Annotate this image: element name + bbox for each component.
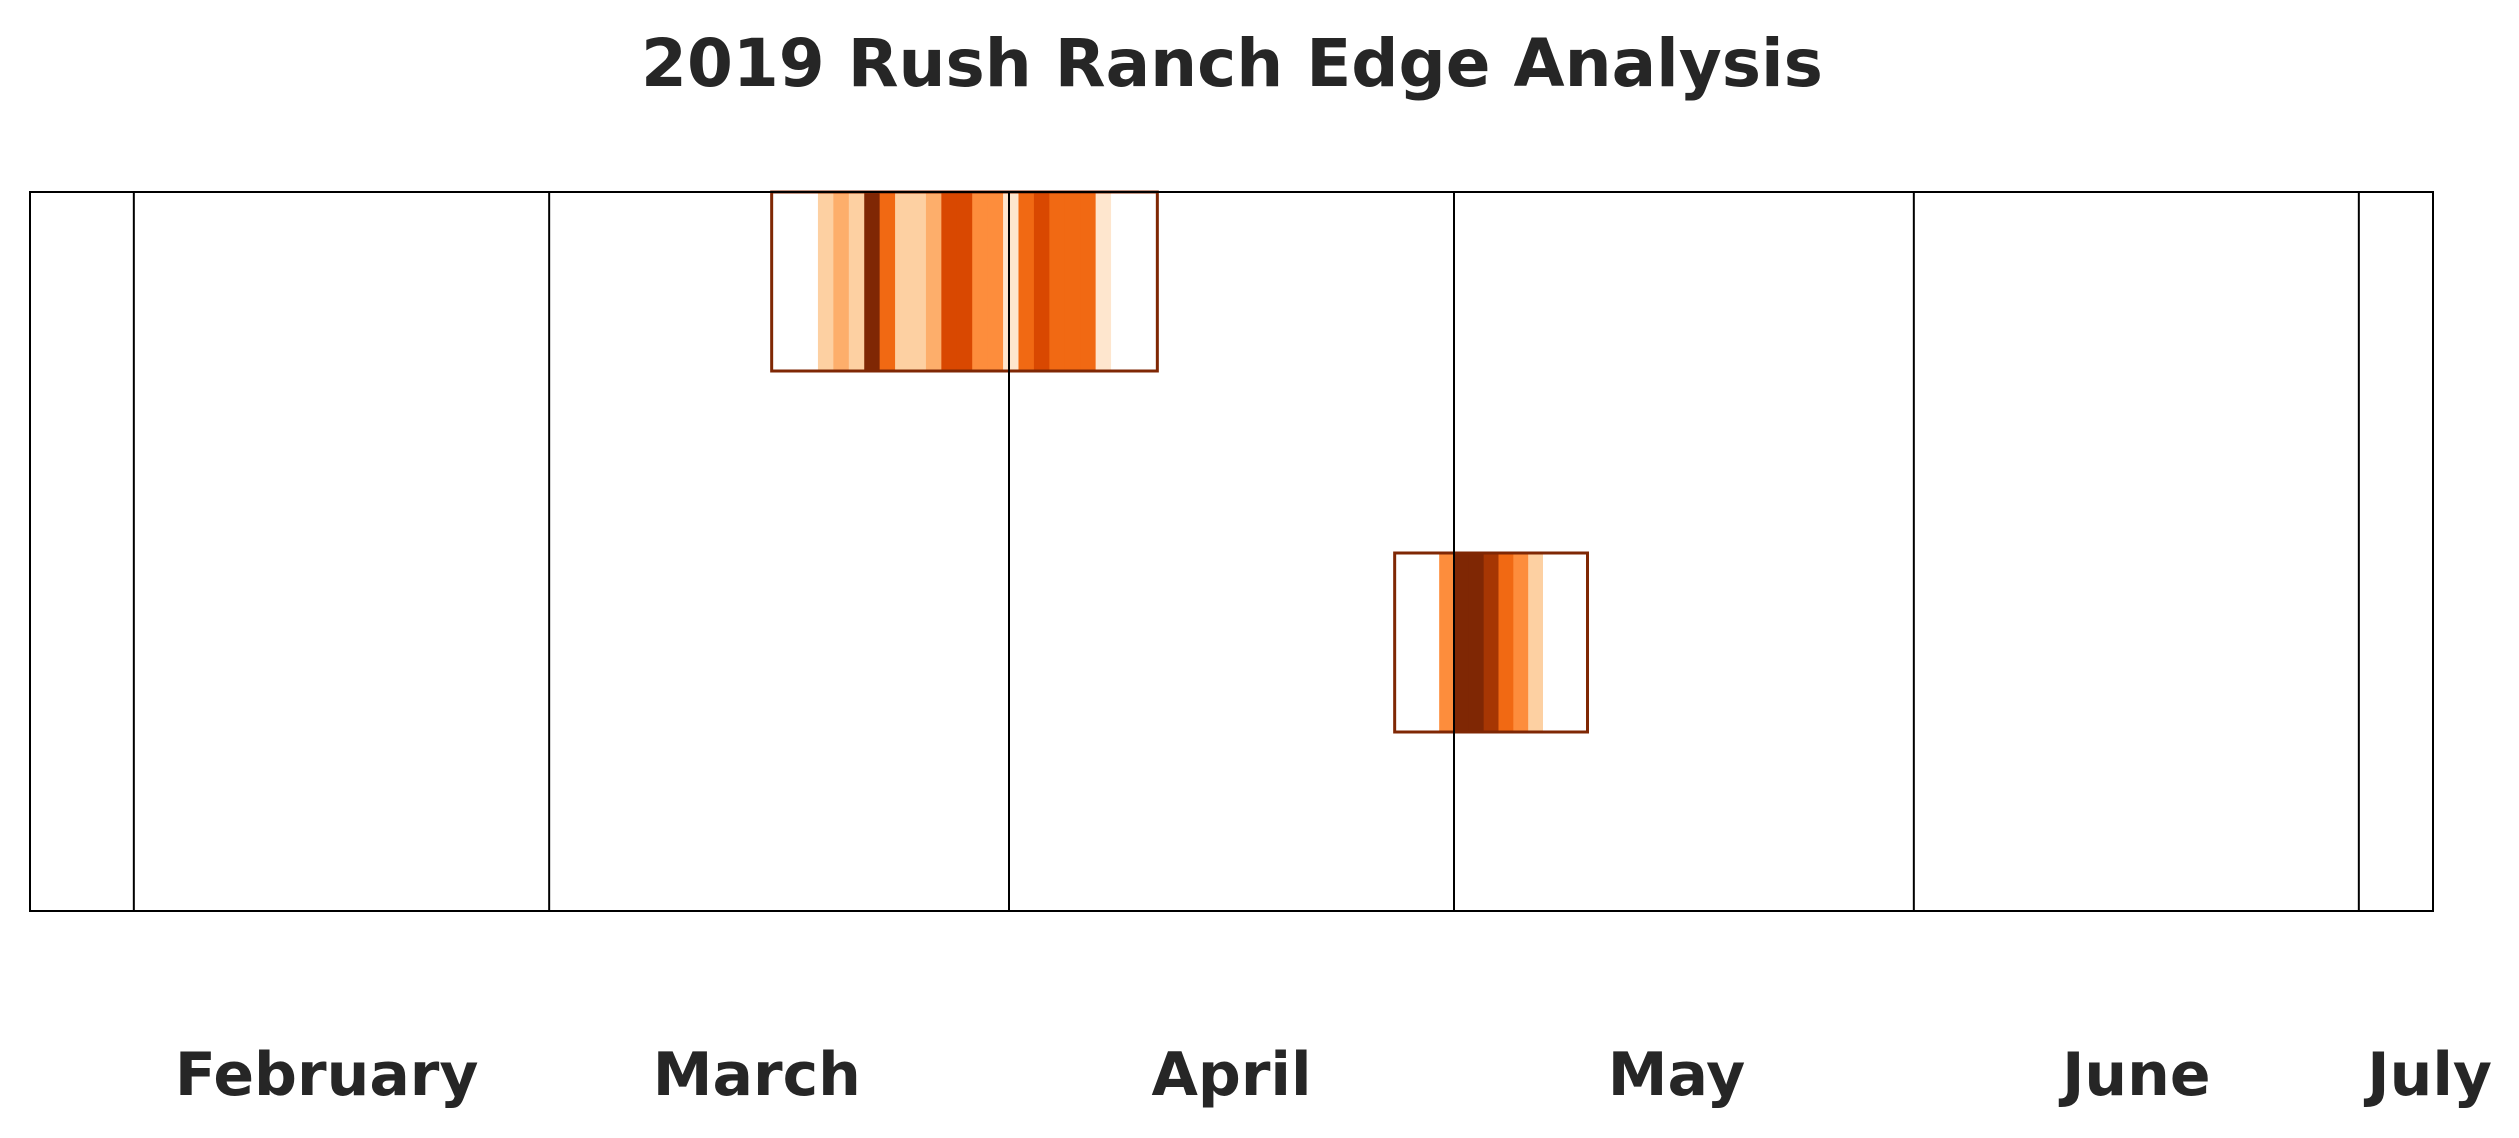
heat-cell bbox=[925, 192, 942, 371]
heat-cell bbox=[817, 192, 834, 371]
x-axis-tick-labels: February March April May June July bbox=[175, 1040, 2492, 1110]
heat-cell bbox=[864, 192, 881, 371]
heat-cell bbox=[1498, 553, 1514, 732]
heat-cell bbox=[1080, 192, 1097, 371]
heat-cell bbox=[1543, 553, 1559, 732]
heat-cell bbox=[1033, 192, 1050, 371]
chart-title: 2019 Rush Ranch Edge Analysis bbox=[641, 25, 1823, 102]
heat-cell bbox=[941, 192, 958, 371]
heat-cell bbox=[1141, 192, 1158, 371]
x-tick-label: July bbox=[2363, 1040, 2492, 1110]
heat-cell bbox=[1454, 553, 1470, 732]
heat-cell bbox=[1483, 553, 1500, 732]
heat-cell bbox=[1513, 553, 1529, 732]
heat-cell bbox=[1572, 553, 1589, 732]
heat-cell bbox=[1003, 192, 1020, 371]
heat-cell bbox=[1557, 553, 1574, 732]
x-tick-label: March bbox=[653, 1040, 861, 1110]
x-tick-label: May bbox=[1608, 1040, 1745, 1110]
detection-window-outline bbox=[1393, 551, 1590, 734]
heat-cell bbox=[802, 192, 819, 371]
x-tick-label: February bbox=[175, 1040, 479, 1110]
heat-cell bbox=[879, 192, 896, 371]
heat-cell bbox=[972, 192, 989, 371]
heat-layer bbox=[770, 190, 1590, 734]
heat-cell bbox=[1468, 553, 1485, 732]
heat-cell bbox=[833, 192, 850, 371]
heat-cell bbox=[1111, 192, 1128, 371]
heat-cell bbox=[1424, 553, 1440, 732]
heat-cell bbox=[1528, 553, 1544, 732]
heat-cell bbox=[1049, 192, 1066, 371]
heat-cell bbox=[1018, 192, 1035, 371]
heat-cell bbox=[895, 192, 912, 371]
heat-cell bbox=[987, 192, 1004, 371]
heat-cell bbox=[1394, 553, 1411, 732]
x-tick-label: June bbox=[2058, 1040, 2210, 1110]
heat-cell bbox=[910, 192, 927, 371]
heat-cell bbox=[956, 192, 973, 371]
plot-frame bbox=[29, 191, 2434, 912]
heat-cell bbox=[848, 192, 865, 371]
x-tick-label: April bbox=[1151, 1040, 1311, 1110]
heat-cell bbox=[771, 192, 788, 371]
heat-cell bbox=[787, 192, 804, 371]
heat-cell bbox=[1064, 192, 1081, 371]
heat-cell bbox=[1126, 192, 1143, 371]
month-gridlines bbox=[132, 192, 2360, 911]
heat-cell bbox=[1095, 192, 1112, 371]
heat-cell bbox=[1439, 553, 1455, 732]
heat-cell bbox=[1409, 553, 1425, 732]
